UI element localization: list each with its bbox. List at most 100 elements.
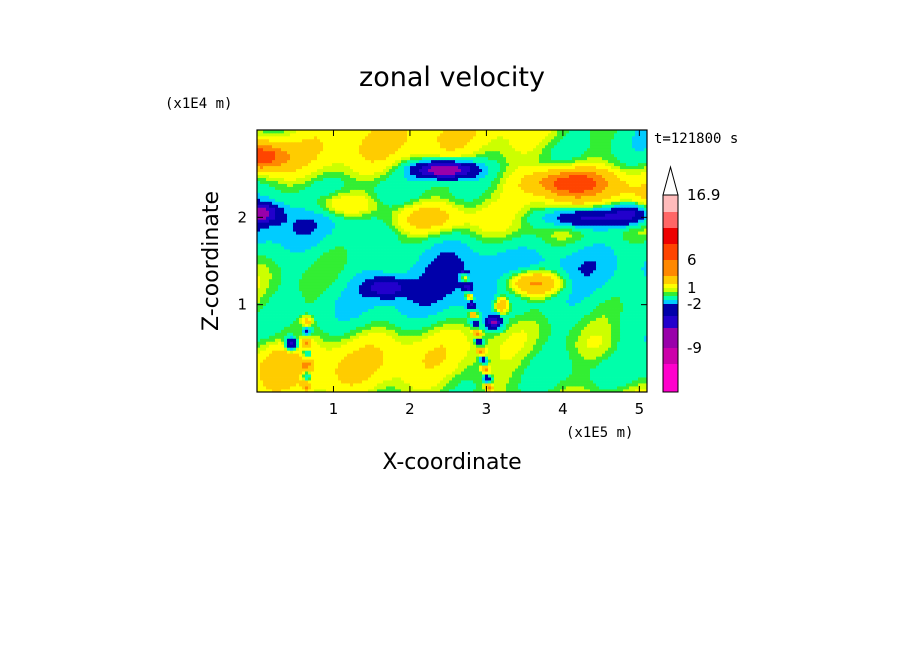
contour-cell: [296, 314, 300, 318]
contour-cell: [491, 287, 495, 292]
contour-cell: [344, 359, 348, 363]
contour-cell: [482, 368, 486, 372]
contour-cell: [359, 314, 363, 318]
contour-cell: [419, 377, 423, 381]
contour-cell: [269, 338, 273, 342]
contour-cell: [521, 302, 525, 307]
contour-cell: [623, 314, 627, 318]
contour-cell: [293, 344, 297, 348]
contour-cell: [566, 293, 570, 298]
contour-cell: [521, 284, 525, 289]
contour-cell: [545, 323, 549, 327]
contour-cell: [641, 347, 645, 351]
contour-cell: [359, 335, 363, 339]
contour-cell: [506, 278, 510, 283]
contour-cell: [458, 320, 462, 324]
contour-cell: [317, 371, 321, 375]
contour-cell: [314, 287, 318, 292]
contour-cell: [302, 380, 306, 384]
contour-cell: [305, 326, 309, 330]
contour-cell: [557, 326, 561, 330]
contour-cell: [575, 314, 579, 318]
contour-cell: [476, 347, 480, 351]
contour-cell: [344, 353, 348, 357]
contour-cell: [281, 329, 285, 333]
contour-cell: [428, 293, 432, 298]
contour-cell: [605, 329, 609, 333]
contour-cell: [518, 320, 522, 324]
contour-cell: [341, 362, 345, 366]
contour-cell: [554, 299, 558, 304]
contour-cell: [392, 356, 396, 360]
contour-cell: [470, 365, 474, 369]
contour-cell: [644, 350, 648, 354]
contour-cell: [389, 335, 393, 339]
contour-cell: [389, 359, 393, 363]
contour-cell: [614, 308, 618, 312]
contour-cell: [260, 389, 264, 393]
contour-cell: [500, 323, 504, 327]
contour-cell: [443, 317, 447, 321]
contour-cell: [590, 335, 594, 339]
contour-cell: [269, 365, 273, 369]
contour-cell: [566, 326, 570, 330]
contour-cell: [281, 296, 285, 301]
contour-cell: [608, 383, 612, 387]
contour-cell: [605, 389, 609, 393]
contour-cell: [584, 329, 588, 333]
contour-cell: [587, 305, 591, 309]
contour-cell: [578, 317, 582, 321]
contour-cell: [527, 374, 531, 378]
contour-cell: [467, 341, 471, 345]
contour-cell: [356, 365, 360, 369]
contour-cell: [500, 347, 504, 351]
contour-cell: [494, 389, 498, 393]
contour-cell: [455, 389, 459, 393]
contour-cell: [596, 302, 600, 307]
contour-cell: [554, 371, 558, 375]
contour-cell: [593, 338, 597, 342]
contour-cell: [449, 290, 453, 295]
contour-cell: [521, 386, 525, 390]
contour-cell: [275, 335, 279, 339]
contour-cell: [419, 350, 423, 354]
contour-cell: [269, 326, 273, 330]
contour-cell: [440, 293, 444, 298]
contour-cell: [374, 383, 378, 387]
contour-cell: [539, 299, 543, 304]
contour-cell: [464, 350, 468, 354]
contour-cell: [425, 344, 429, 348]
contour-cell: [443, 305, 447, 309]
contour-cell: [323, 341, 327, 345]
contour-cell: [596, 299, 600, 304]
contour-cell: [446, 332, 450, 336]
contour-cell: [491, 308, 495, 312]
contour-cell: [452, 284, 456, 289]
contour-cell: [410, 353, 414, 357]
contour-cell: [494, 305, 498, 309]
contour-cell: [320, 281, 324, 286]
contour-cell: [404, 386, 408, 390]
contour-cell: [545, 335, 549, 339]
contour-cell: [623, 335, 627, 339]
contour-cell: [377, 377, 381, 381]
contour-cell: [608, 380, 612, 384]
contour-cell: [356, 278, 360, 283]
contour-cell: [464, 320, 468, 324]
contour-cell: [593, 314, 597, 318]
contour-cell: [314, 296, 318, 301]
contour-cell: [497, 290, 501, 295]
contour-cell: [608, 371, 612, 375]
contour-cell: [503, 350, 507, 354]
contour-cell: [419, 287, 423, 292]
contour-cell: [497, 359, 501, 363]
contour-cell: [308, 338, 312, 342]
contour-cell: [368, 389, 372, 393]
contour-cell: [551, 380, 555, 384]
contour-cell: [599, 359, 603, 363]
contour-cell: [443, 293, 447, 298]
contour-cell: [509, 365, 513, 369]
contour-cell: [461, 305, 465, 309]
contour-cell: [644, 365, 648, 369]
contour-cell: [473, 341, 477, 345]
